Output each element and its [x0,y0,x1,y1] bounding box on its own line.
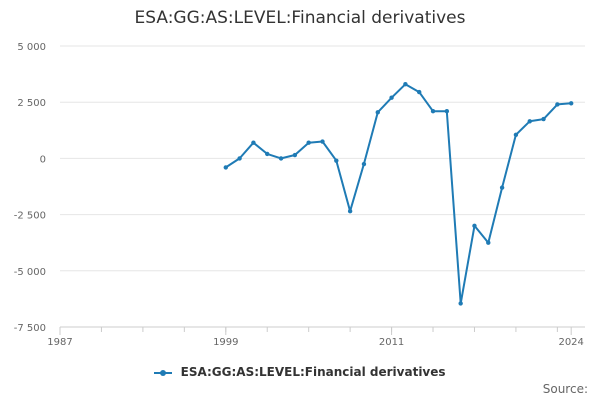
legend[interactable]: ESA:GG:AS:LEVEL:Financial derivatives [0,365,600,379]
data-point [472,223,477,229]
legend-label: ESA:GG:AS:LEVEL:Financial derivatives [180,365,446,379]
data-point [265,151,270,157]
data-point [306,140,311,145]
data-point [430,108,436,114]
data-point [555,102,560,107]
legend-swatch [154,369,173,376]
data-point [237,156,242,161]
data-point [223,165,228,170]
data-point [444,108,450,114]
data-point [417,89,422,95]
y-tick-label: -2 500 [14,211,46,222]
chart-title: ESA:GG:AS:LEVEL:Financial derivatives [134,8,466,28]
data-point [361,161,367,167]
data-point [278,156,284,161]
data-point [458,301,463,306]
data-point [568,101,574,106]
y-tick-label: 5 000 [17,42,46,53]
series-line [225,83,572,305]
x-tick-label: 1987 [47,337,72,348]
x-tick-label: 1999 [213,337,238,348]
data-point [541,116,546,122]
data-point [292,152,298,158]
y-tick-label: -7 500 [14,323,46,334]
y-tick-label: 0 [40,154,46,165]
x-tick-label: 2024 [558,337,583,348]
data-point [499,185,505,190]
data-point [347,209,353,214]
data-point [375,110,380,115]
y-tick-label: 2 500 [17,98,46,109]
data-point [320,139,325,144]
data-point [527,119,532,124]
data-point [389,95,394,100]
data-point [486,240,491,245]
x-tick-label: 2011 [379,337,404,348]
data-point [513,132,519,137]
y-tick-label: -5 000 [14,267,46,278]
data-point [251,140,256,145]
data-point [403,82,408,87]
source-label: Source: [542,382,588,396]
data-point [334,158,339,163]
